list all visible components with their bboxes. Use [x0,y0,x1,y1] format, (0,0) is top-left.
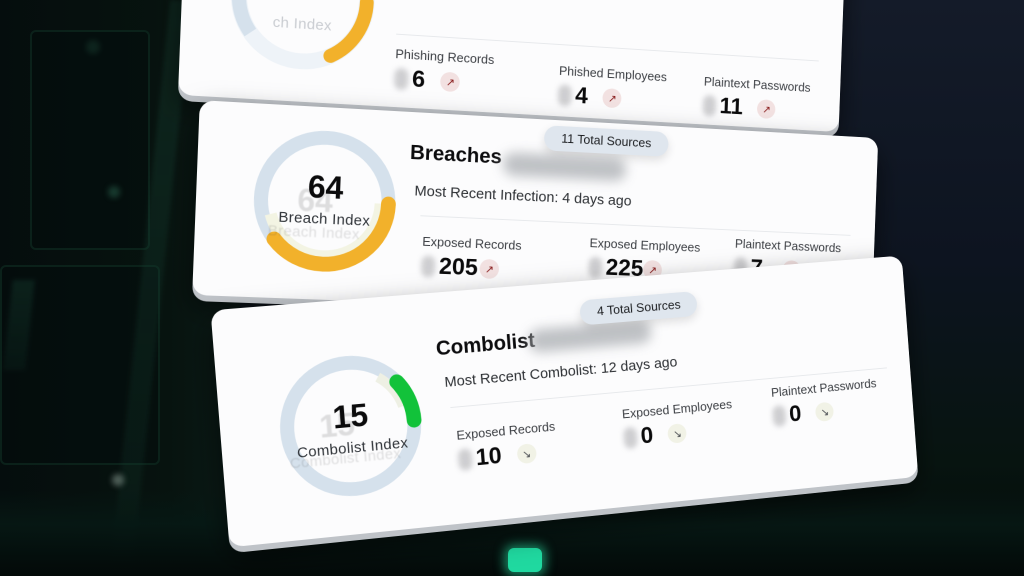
background-light-dot [112,474,124,486]
arrow-down-right-icon: ↘ [815,401,835,422]
total-sources-badge[interactable]: 4 Total Sources [579,290,699,326]
blurred-value [772,405,787,428]
arrow-up-right-icon: ↗ [757,99,776,120]
status-led-glow [508,548,542,572]
card-title: Breaches [409,141,503,169]
blurred-value [557,84,572,107]
redacted-company-name [527,319,653,354]
card-title: Combolist [435,329,536,361]
background-panel [0,265,160,465]
blurred-value [457,448,473,471]
most-recent-infection: Most Recent Infection: 4 days ago [414,182,632,210]
stat-label: Plaintext Passwords [703,74,811,95]
most-recent-combolist: Most Recent Combolist: 12 days ago [443,353,678,391]
blurred-value [394,67,409,91]
stat-exposed-records: Exposed Records 10 ↘ [456,419,558,474]
blurred-value [420,255,436,278]
stat-value: 6 [411,65,426,94]
arrow-up-right-icon: ↗ [479,258,500,280]
stat-label: Phishing Records [395,46,495,68]
stat-label: Exposed Records [422,233,522,253]
stat-exposed-employees: Exposed Employees 0 ↘ [621,397,734,452]
arrow-down-right-icon: ↘ [516,443,537,465]
blurred-value [588,256,603,279]
redacted-company-name [502,152,627,182]
background-panel [30,30,150,250]
stat-label: Plaintext Passwords [734,236,842,256]
background-light-dot [108,186,120,198]
arrow-down-right-icon: ↘ [667,423,688,444]
total-sources-badge[interactable]: 11 Total Sources [543,125,669,157]
stat-value: 10 [474,442,503,472]
stat-value: 11 [719,93,744,120]
phishing-index-gauge: ch Index [220,0,386,82]
breaches-divider [420,215,851,236]
stat-plaintext-passwords: Plaintext Passwords 0 ↘ [771,376,880,430]
stat-exposed-records: Exposed Records 205 ↗ [420,233,522,284]
stat-value: 205 [438,253,479,282]
stat-label: Exposed Employees [589,235,701,255]
arrow-up-right-icon: ↗ [602,88,623,109]
blurred-value [623,426,638,450]
stat-phishing-records: Phishing Records 6 ↗ [394,46,495,98]
breach-index-gauge: 64 64 Breach Index Breach Index [242,118,407,283]
blurred-value [702,94,717,117]
stat-label: Phished Employees [558,63,668,85]
stat-phished-employees: Phished Employees 4 ↗ [557,63,668,114]
stat-value: 0 [639,422,655,450]
stat-value: 0 [788,400,803,428]
arrow-up-right-icon: ↗ [440,71,461,93]
combolist-index-gauge: 15 15 Combolist Index Combolist Index [265,341,436,513]
stat-plaintext-passwords: Plaintext Passwords 11 ↗ [702,74,811,125]
background-light-dot [86,40,100,54]
breach-gauge-value: 64 [307,168,345,206]
stat-value: 4 [574,82,589,110]
